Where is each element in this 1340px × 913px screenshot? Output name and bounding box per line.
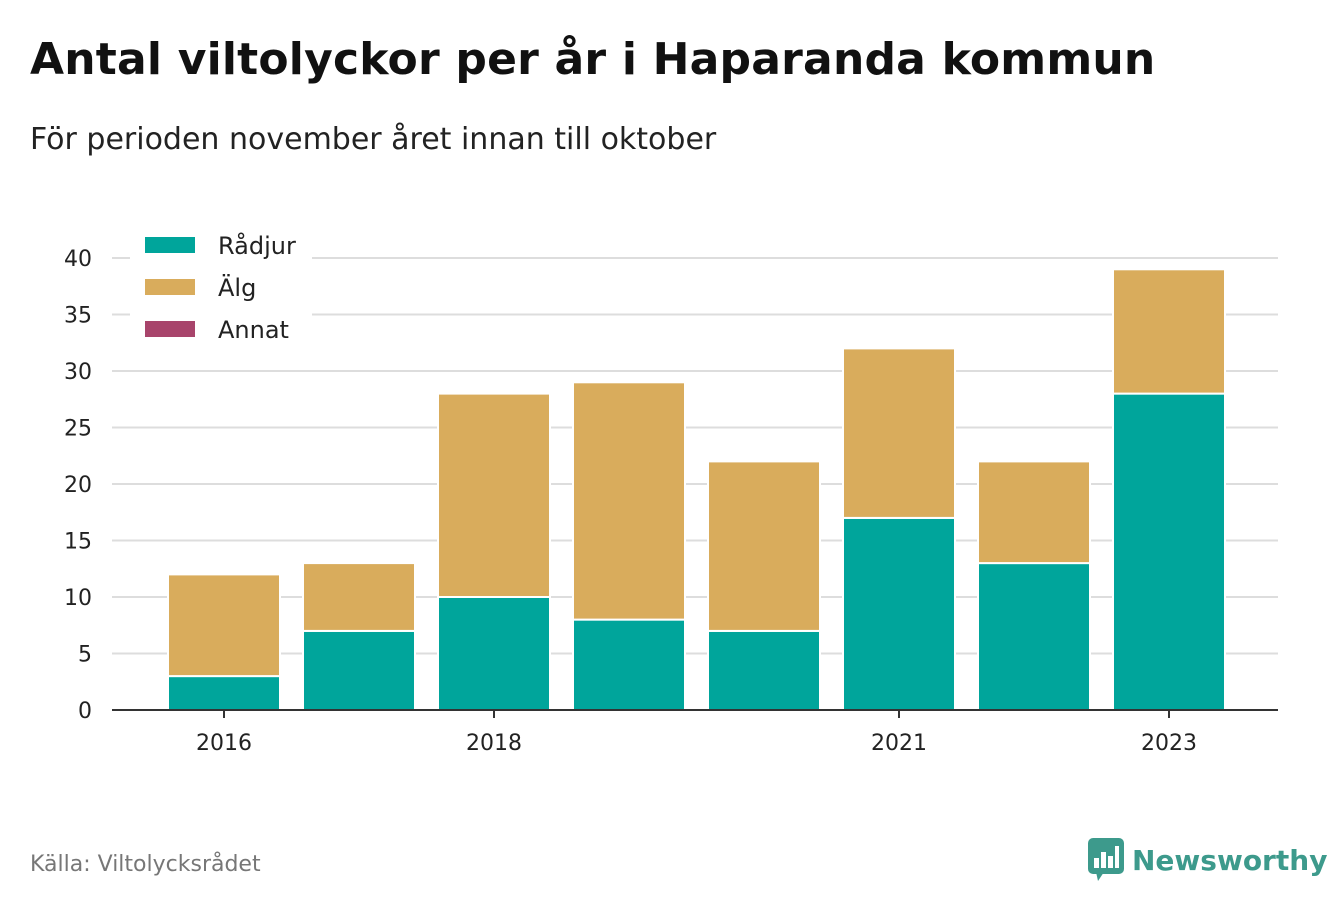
brand-name: Newsworthy bbox=[1132, 843, 1328, 877]
y-tick-label: 40 bbox=[64, 247, 92, 272]
legend-swatch bbox=[145, 237, 195, 253]
bar-segment bbox=[707, 460, 821, 632]
y-tick-label: 15 bbox=[64, 530, 92, 555]
chart-title: Antal viltolyckor per år i Haparanda kom… bbox=[30, 34, 1156, 85]
x-tick-label: 2021 bbox=[871, 731, 927, 756]
bar-chart-speech-bubble-icon bbox=[1088, 838, 1124, 881]
y-tick-label: 20 bbox=[64, 473, 92, 498]
y-tick-label: 25 bbox=[64, 417, 92, 442]
bar-segment bbox=[572, 381, 686, 621]
y-tick-label: 5 bbox=[78, 643, 92, 668]
legend-swatch bbox=[145, 279, 195, 295]
bar-segment bbox=[437, 392, 551, 598]
legend-swatch bbox=[145, 321, 195, 337]
bar-segment bbox=[167, 573, 281, 678]
bar-segment bbox=[977, 460, 1091, 565]
bar-segment bbox=[167, 675, 281, 711]
bar-segment bbox=[977, 562, 1091, 711]
x-tick-label: 2016 bbox=[196, 731, 252, 756]
chart-subtitle: För perioden november året innan till ok… bbox=[30, 122, 717, 157]
y-tick-label: 30 bbox=[64, 360, 92, 385]
x-tick-label: 2018 bbox=[466, 731, 522, 756]
x-tick-label: 2023 bbox=[1141, 731, 1197, 756]
bar-segment bbox=[572, 618, 686, 711]
bar-segment bbox=[437, 596, 551, 711]
bar-segment bbox=[1112, 268, 1226, 395]
y-tick-label: 35 bbox=[64, 304, 92, 329]
source-note: Källa: Viltolycksrådet bbox=[30, 852, 261, 877]
legend-label: Rådjur bbox=[218, 231, 296, 260]
y-tick-label: 10 bbox=[64, 586, 92, 611]
bar-segment bbox=[302, 562, 416, 632]
bar-segment bbox=[302, 629, 416, 712]
legend-label: Älg bbox=[218, 273, 256, 302]
bar-segment bbox=[842, 516, 956, 712]
bar-segment bbox=[1112, 392, 1226, 711]
bar-segment bbox=[842, 347, 956, 519]
legend-label: Annat bbox=[218, 316, 289, 344]
bar-segment bbox=[707, 629, 821, 712]
brand-logo: Newsworthy bbox=[1088, 838, 1327, 882]
y-tick-label: 0 bbox=[78, 699, 92, 724]
